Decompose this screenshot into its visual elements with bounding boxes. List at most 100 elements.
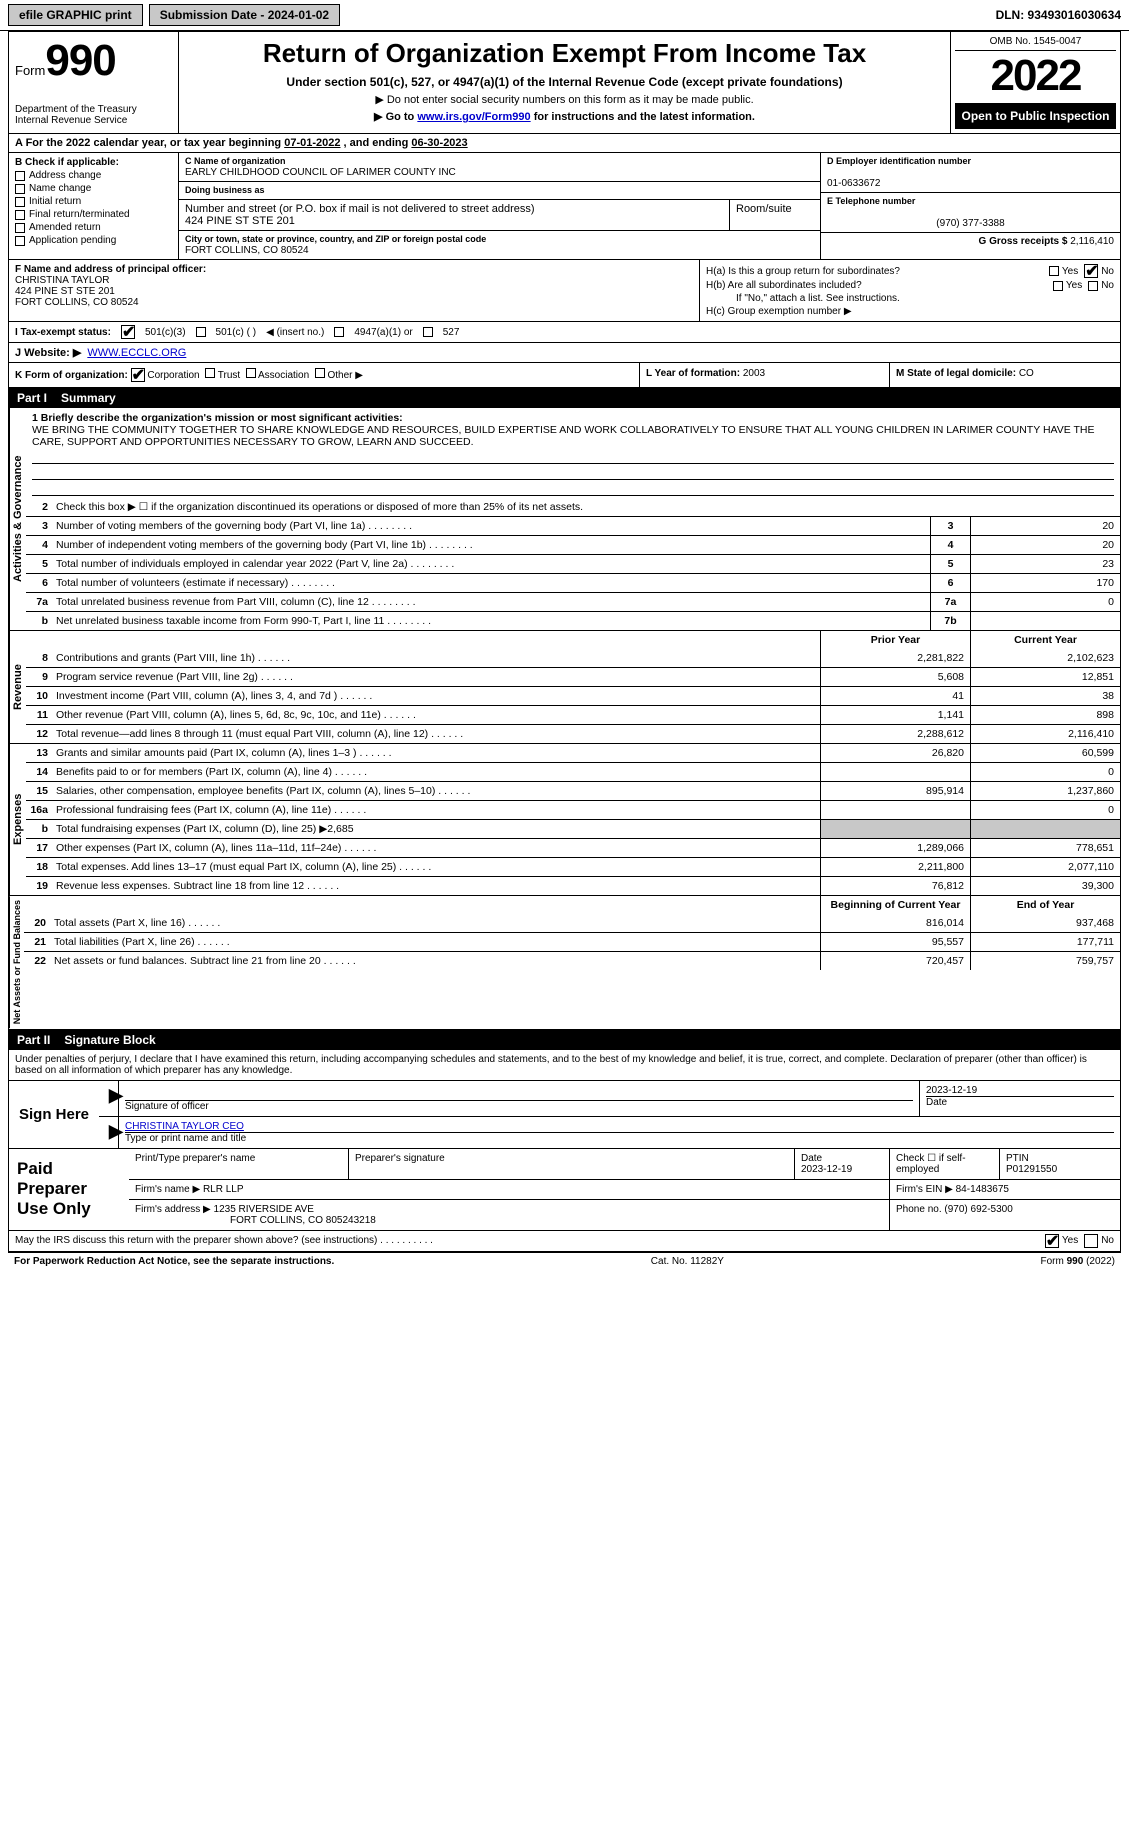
chk-501c[interactable]	[196, 327, 206, 337]
hb-yes[interactable]	[1053, 281, 1063, 291]
current-value: 778,651	[970, 839, 1120, 857]
line-desc: Investment income (Part VIII, column (A)…	[52, 687, 820, 705]
website-link[interactable]: WWW.ECCLC.ORG	[87, 347, 186, 359]
line-num: 18	[26, 858, 52, 876]
row-a-mid: , and ending	[344, 137, 412, 149]
chk-527[interactable]	[423, 327, 433, 337]
chk-trust[interactable]	[205, 368, 215, 378]
line-num: 8	[26, 649, 52, 667]
sidelabel-expenses: Expenses	[9, 744, 26, 895]
line-desc: Total assets (Part X, line 16) . . . . .…	[50, 914, 820, 932]
summary-row: 19 Revenue less expenses. Subtract line …	[26, 876, 1120, 895]
sidelabel-revenue: Revenue	[9, 631, 26, 743]
current-value: 0	[970, 801, 1120, 819]
pra-notice: For Paperwork Reduction Act Notice, see …	[14, 1256, 334, 1267]
chk-association[interactable]	[246, 368, 256, 378]
chk-application-pending[interactable]	[15, 236, 25, 246]
city-state-zip: FORT COLLINS, CO 80524	[185, 245, 309, 256]
prior-value: 26,820	[820, 744, 970, 762]
line-box: 5	[930, 555, 970, 573]
principal-officer-label: F Name and address of principal officer:	[15, 264, 206, 275]
phone-label: E Telephone number	[827, 196, 915, 206]
chk-amended-return[interactable]	[15, 223, 25, 233]
paid-preparer-label: Paid Preparer Use Only	[9, 1149, 129, 1230]
line-desc: Program service revenue (Part VIII, line…	[52, 668, 820, 686]
website-label: J Website: ▶	[15, 346, 81, 359]
irs-link[interactable]: www.irs.gov/Form990	[417, 111, 530, 123]
chk-4947[interactable]	[334, 327, 344, 337]
line-box: 7a	[930, 593, 970, 611]
current-value: 937,468	[970, 914, 1120, 932]
chk-final-return[interactable]	[15, 210, 25, 220]
prior-value: 5,608	[820, 668, 970, 686]
firm-ein-label: Firm's EIN ▶	[896, 1184, 953, 1195]
prior-value: 720,457	[820, 952, 970, 970]
line-num: 10	[26, 687, 52, 705]
line-desc: Total number of volunteers (estimate if …	[52, 574, 930, 592]
prior-value: 2,288,612	[820, 725, 970, 743]
efile-print-button[interactable]: efile GRAPHIC print	[8, 4, 143, 26]
sidelabel-net-assets: Net Assets or Fund Balances	[9, 896, 24, 1028]
ha-no[interactable]	[1084, 264, 1098, 278]
mission-text: WE BRING THE COMMUNITY TOGETHER TO SHARE…	[32, 424, 1094, 448]
state-domicile-label: M State of legal domicile:	[896, 368, 1019, 379]
lbl-name-change: Name change	[29, 183, 91, 194]
lbl-501c: 501(c) ( )	[216, 327, 257, 338]
summary-row: b Net unrelated business taxable income …	[26, 611, 1120, 630]
line-num: 13	[26, 744, 52, 762]
ha-yes[interactable]	[1049, 266, 1059, 276]
summary-row: 21 Total liabilities (Part X, line 26) .…	[24, 932, 1120, 951]
chk-name-change[interactable]	[15, 184, 25, 194]
line-num: 22	[24, 952, 50, 970]
line-num: 16a	[26, 801, 52, 819]
chk-corporation[interactable]	[131, 368, 145, 382]
dba-label: Doing business as	[185, 185, 265, 195]
officer-name-title[interactable]: CHRISTINA TAYLOR CEO	[125, 1121, 244, 1132]
gross-receipts-label: G Gross receipts $	[979, 236, 1071, 247]
firm-name-value: RLR LLP	[203, 1184, 244, 1195]
lbl-other: Other ▶	[327, 370, 362, 381]
firm-addr2: FORT COLLINS, CO 805243218	[135, 1215, 376, 1226]
chk-initial-return[interactable]	[15, 197, 25, 207]
chk-other[interactable]	[315, 368, 325, 378]
open-public-badge: Open to Public Inspection	[955, 103, 1116, 129]
chk-address-change[interactable]	[15, 171, 25, 181]
hb-yes-label: Yes	[1066, 280, 1082, 291]
form-title: Return of Organization Exempt From Incom…	[189, 38, 940, 69]
submission-date-button[interactable]: Submission Date - 2024-01-02	[149, 4, 340, 26]
preparer-date-label: Date	[801, 1153, 822, 1164]
discuss-yes[interactable]	[1045, 1234, 1059, 1248]
preparer-sig-label: Preparer's signature	[355, 1153, 445, 1164]
line-desc: Total number of individuals employed in …	[52, 555, 930, 573]
hc-label: H(c) Group exemption number ▶	[706, 306, 1114, 317]
summary-row: 22 Net assets or fund balances. Subtract…	[24, 951, 1120, 970]
firm-phone-label: Phone no.	[896, 1204, 942, 1215]
line-desc: Number of independent voting members of …	[52, 536, 930, 554]
sign-here-label: Sign Here	[9, 1081, 99, 1148]
line-desc: Number of voting members of the governin…	[52, 517, 930, 535]
row-a-prefix: A For the 2022 calendar year, or tax yea…	[15, 137, 284, 149]
lbl-amended-return: Amended return	[29, 222, 101, 233]
line-desc: Other expenses (Part IX, column (A), lin…	[52, 839, 820, 857]
mission-label: 1 Briefly describe the organization's mi…	[32, 412, 403, 424]
summary-row: 10 Investment income (Part VIII, column …	[26, 686, 1120, 705]
summary-row: 13 Grants and similar amounts paid (Part…	[26, 744, 1120, 762]
goto-prefix: ▶ Go to	[374, 111, 417, 123]
hb-no[interactable]	[1088, 281, 1098, 291]
form-outer: Form990 Department of the Treasury Inter…	[8, 31, 1121, 1253]
org-name: EARLY CHILDHOOD COUNCIL OF LARIMER COUNT…	[185, 167, 456, 178]
summary-row: 9 Program service revenue (Part VIII, li…	[26, 667, 1120, 686]
dln-label: DLN: 93493016030634	[996, 8, 1121, 22]
lbl-final-return: Final return/terminated	[29, 209, 130, 220]
self-employed-label: Check ☐ if self-employed	[896, 1153, 966, 1175]
line-num: 17	[26, 839, 52, 857]
line-num: 12	[26, 725, 52, 743]
ein-value: 01-0633672	[827, 178, 880, 189]
chk-501c3[interactable]	[121, 325, 135, 339]
tax-year-begin: 07-01-2022	[284, 137, 340, 149]
summary-row: 12 Total revenue—add lines 8 through 11 …	[26, 724, 1120, 743]
line-value: 23	[970, 555, 1120, 573]
lbl-trust: Trust	[218, 370, 240, 381]
discuss-no[interactable]	[1084, 1234, 1098, 1248]
part-2-label: Part II	[17, 1033, 50, 1047]
